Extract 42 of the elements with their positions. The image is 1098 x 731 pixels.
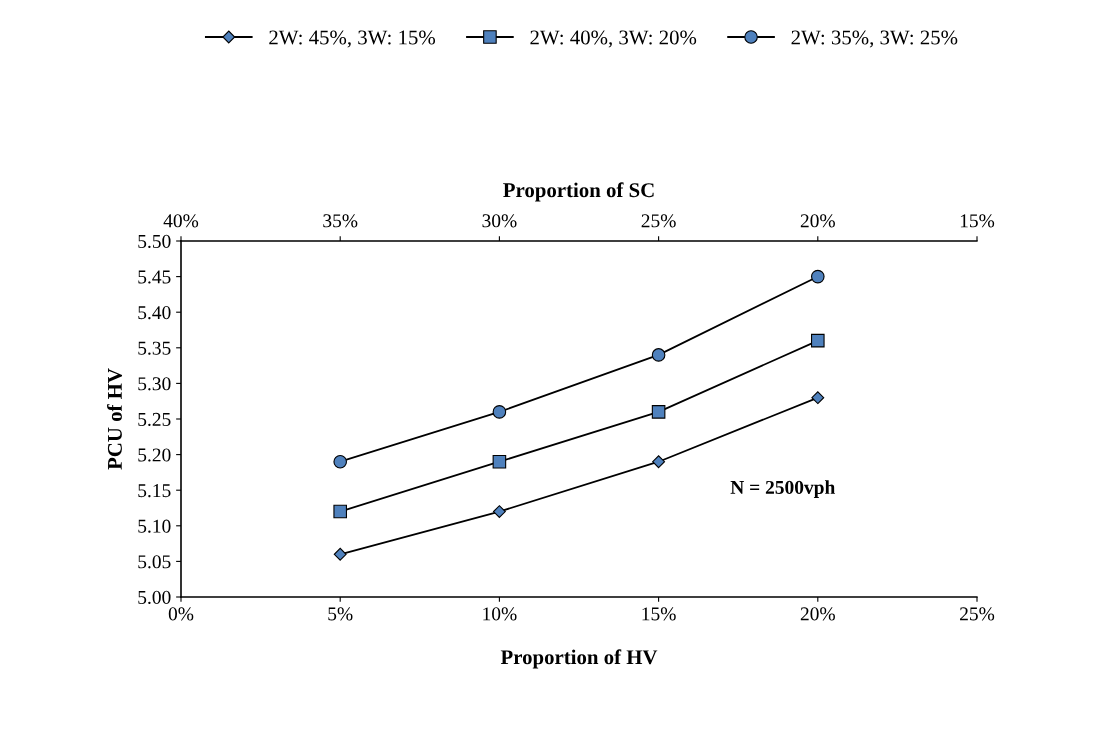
x2-tick-label: 40% <box>163 214 199 228</box>
x2-tick-label: 15% <box>960 214 995 228</box>
legend-label: 2W: 45%, 3W: 15% <box>269 30 436 48</box>
x2-tick-label: 35% <box>323 214 358 228</box>
x-tick-label: 20% <box>800 607 835 621</box>
x2-tick-label: 20% <box>800 214 835 228</box>
y-tick-label: 5.40 <box>138 306 171 320</box>
point <box>651 348 666 362</box>
point <box>333 547 347 561</box>
x-tick-label: 5% <box>328 607 353 621</box>
x2-axis-title: Proportion of SC <box>503 182 654 202</box>
x-tick-label: 10% <box>483 607 517 621</box>
point <box>651 405 666 419</box>
y-tick-label: 5.50 <box>138 234 171 249</box>
y-tick-label: 5.05 <box>138 555 171 569</box>
x2-tick-label: 30% <box>482 214 517 228</box>
point <box>810 333 825 348</box>
y-tick-label: 5.25 <box>138 412 171 427</box>
y-tick-label: 5.10 <box>138 519 171 533</box>
y-tick-label: 5.45 <box>138 270 171 284</box>
y-tick-label: 5.30 <box>138 377 171 391</box>
point <box>492 505 506 519</box>
x-tick-label: 25% <box>960 607 995 621</box>
point <box>492 454 507 469</box>
x-tick-label: 0% <box>168 607 194 621</box>
point <box>333 504 348 519</box>
point <box>652 455 666 469</box>
annotation: N = 2500vph <box>730 480 836 498</box>
y-tick-label: 5.35 <box>138 341 171 355</box>
x-tick-label: 15% <box>642 607 676 621</box>
y-tick-label: 5.00 <box>138 590 171 605</box>
point <box>333 454 348 469</box>
point <box>811 391 825 405</box>
y-tick-label: 5.20 <box>138 448 171 462</box>
y-axis-title: PCU of HV <box>107 368 123 470</box>
y-tick-label: 5.15 <box>138 484 171 498</box>
point <box>810 269 825 284</box>
x2-tick-label: 25% <box>641 214 676 228</box>
point <box>492 405 507 419</box>
legend-label: 2W: 40%, 3W: 20% <box>530 30 697 48</box>
legend-label: 2W: 35%, 3W: 25% <box>791 30 958 48</box>
x-axis-title: Proportion of HV <box>500 649 658 669</box>
